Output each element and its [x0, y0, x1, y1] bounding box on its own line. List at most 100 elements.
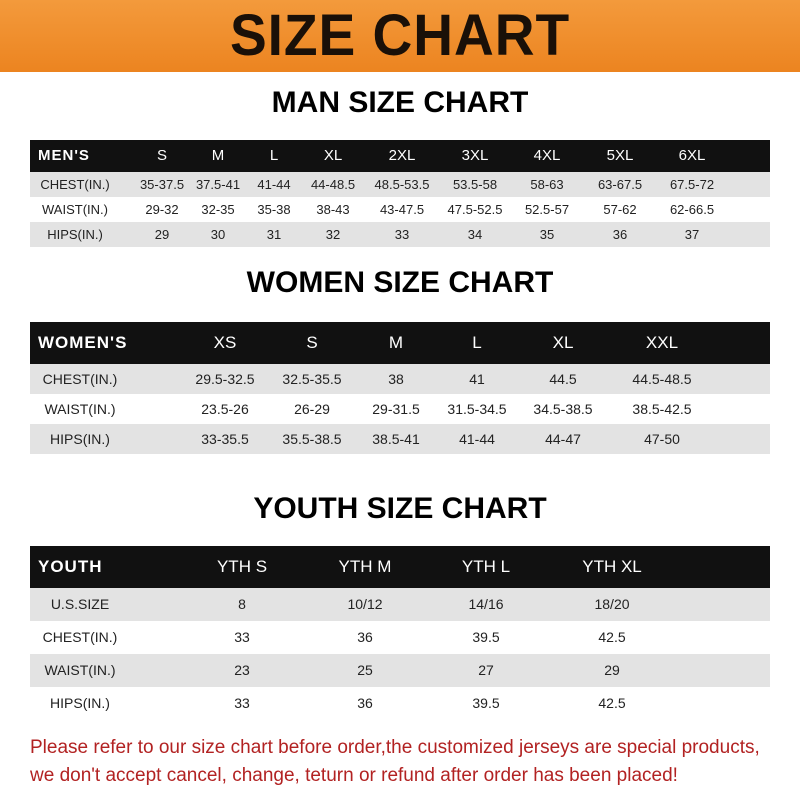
size-header-cell: YTH S	[216, 557, 268, 576]
table-row: WAIST(IN.) 23.5-26 26-29 29-31.5 31.5-34.5 34…	[30, 394, 770, 424]
size-header-cell: 4XL	[533, 147, 561, 164]
banner-title: SIZE CHART	[229, 3, 571, 68]
table-cell: 32-35	[201, 202, 235, 217]
table-cell: 34.5-38.5	[533, 401, 593, 417]
table-cell: 26-29	[294, 401, 330, 417]
table-cell: 38.5-42.5	[632, 401, 692, 417]
size-header-cell: S	[156, 147, 168, 164]
size-header-cell: S	[306, 333, 318, 352]
size-header-cell: L	[472, 333, 482, 352]
table-cell: 36	[357, 629, 373, 645]
row-label: WAIST(IN.)	[44, 662, 116, 678]
table-header-row: WOMEN'S XS S M L XL XXL	[30, 322, 770, 364]
men-title: MAN SIZE CHART	[271, 86, 529, 119]
table-cell: 23.5-26	[201, 401, 249, 417]
table-cell: 27	[478, 662, 494, 678]
table-cell: 35.5-38.5	[282, 431, 342, 447]
table-cell: 38	[388, 371, 404, 387]
women-size-table: WOMEN'S XS S M L XL XXL CHEST(IN.) 29.5-32.5 32.5…	[30, 322, 770, 454]
youth-title: YOUTH SIZE CHART	[253, 492, 547, 525]
table-cell: 33-35.5	[201, 431, 249, 447]
table-cell: 43-47.5	[379, 202, 425, 217]
table-cell: 38-43	[316, 202, 350, 217]
table-cell: 44.5-48.5	[632, 371, 692, 387]
table-cell: 32.5-35.5	[282, 371, 342, 387]
table-cell: 31.5-34.5	[447, 401, 507, 417]
table-cell: 29-31.5	[372, 401, 420, 417]
size-header-cell: 5XL	[606, 147, 634, 164]
table-cell: 42.5	[598, 695, 626, 711]
size-header-cell: 2XL	[388, 147, 416, 164]
table-cell: 30	[210, 227, 226, 242]
table-cell: 39.5	[472, 695, 500, 711]
table-cell: 39.5	[472, 629, 500, 645]
table-row: U.S.SIZE 8 10/12 14/16 18/20	[30, 588, 770, 621]
table-header-row: YOUTH YTH S YTH M YTH L YTH XL	[30, 546, 770, 588]
row-label: WAIST(IN.)	[42, 202, 108, 217]
footer-note: Please refer to our size chart before or…	[30, 734, 780, 790]
table-cell: 36	[357, 695, 373, 711]
row-label: CHEST(IN.)	[40, 177, 110, 192]
table-cell: 35	[539, 227, 555, 242]
table-cell: 37	[684, 227, 700, 242]
table-cell: 44-48.5	[310, 177, 356, 192]
table-cell: 36	[612, 227, 628, 242]
table-cell: 44-47	[545, 431, 581, 447]
size-header-cell: XS	[213, 333, 237, 352]
table-cell: 53.5-58	[452, 177, 498, 192]
table-cell: 14/16	[468, 596, 504, 612]
table-cell: 23	[234, 662, 250, 678]
banner: SIZE CHART	[0, 0, 800, 72]
table-cell: 47.5-52.5	[447, 202, 503, 217]
table-title-cell: YOUTH	[38, 557, 103, 576]
table-row: HIPS(IN.) 33-35.5 35.5-38.5 38.5-41 41-44 44-…	[30, 424, 770, 454]
table-cell: 33	[234, 629, 250, 645]
table-cell: 35-38	[257, 202, 291, 217]
table-cell: 8	[238, 596, 246, 612]
table-cell: 29.5-32.5	[195, 371, 255, 387]
table-row: HIPS(IN.) 33 36 39.5 42.5	[30, 687, 770, 720]
size-header-cell: 3XL	[461, 147, 489, 164]
table-header-row: MEN'S S M L XL 2XL 3XL 4XL 5XL 6XL	[30, 140, 770, 172]
size-header-cell: L	[269, 147, 279, 164]
women-title: WOMEN SIZE CHART	[246, 266, 554, 299]
table-cell: 32	[325, 227, 341, 242]
table-cell: 57-62	[603, 202, 637, 217]
table-cell: 67.5-72	[669, 177, 715, 192]
table-cell: 31	[266, 227, 282, 242]
table-cell: 58-63	[530, 177, 564, 192]
table-cell: 42.5	[598, 629, 626, 645]
size-header-cell: YTH M	[338, 557, 392, 576]
table-cell: 29	[154, 227, 170, 242]
table-row: CHEST(IN.) 29.5-32.5 32.5-35.5 38 41 44.5 44.5…	[30, 364, 770, 394]
table-cell: 41-44	[459, 431, 495, 447]
table-cell: 37.5-41	[195, 177, 241, 192]
table-row: CHEST(IN.) 35-37.5 37.5-41 41-44 44-48.5 48.5…	[30, 172, 770, 197]
table-cell: 48.5-53.5	[374, 177, 430, 192]
table-cell: 29-32	[145, 202, 179, 217]
table-cell: 25	[357, 662, 373, 678]
size-header-cell: XL	[552, 333, 574, 352]
row-label: WAIST(IN.)	[44, 401, 116, 417]
youth-size-table: YOUTH YTH S YTH M YTH L YTH XL U.S.SIZE 8 10/12…	[30, 546, 770, 720]
table-cell: 10/12	[347, 596, 383, 612]
men-size-table: MEN'S S M L XL 2XL 3XL 4XL 5XL 6XL CHEST(IN.) 35-37…	[30, 140, 770, 247]
table-cell: 62-66.5	[669, 202, 715, 217]
table-cell: 34	[467, 227, 483, 242]
table-row: WAIST(IN.) 29-32 32-35 35-38 38-43 43-47.5 47.…	[30, 197, 770, 222]
table-cell: 44.5	[549, 371, 577, 387]
table-cell: 63-67.5	[597, 177, 643, 192]
row-label: HIPS(IN.)	[47, 227, 103, 242]
row-label: U.S.SIZE	[50, 596, 110, 612]
row-label: CHEST(IN.)	[42, 629, 118, 645]
table-cell: 29	[604, 662, 620, 678]
row-label: HIPS(IN.)	[50, 695, 110, 711]
table-row: WAIST(IN.) 23 25 27 29	[30, 654, 770, 687]
table-cell: 41	[469, 371, 485, 387]
row-label: CHEST(IN.)	[42, 371, 118, 387]
table-cell: 18/20	[594, 596, 630, 612]
table-title-cell: MEN'S	[38, 147, 90, 164]
footer-line-2: we don't accept cancel, change, teturn o…	[30, 765, 678, 786]
footer-line-1: Please refer to our size chart before or…	[30, 737, 760, 758]
table-cell: 52.5-57	[524, 202, 570, 217]
